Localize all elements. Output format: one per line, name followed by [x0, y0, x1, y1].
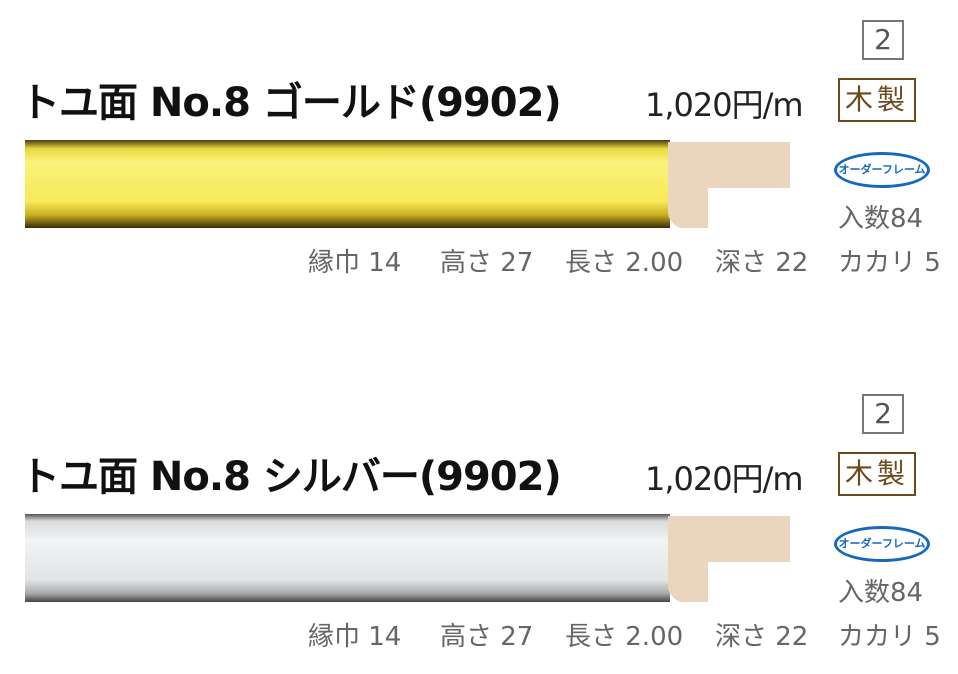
spec-width: 縁巾 14: [308, 248, 402, 278]
quantity: 入数84: [838, 578, 924, 608]
spec-depth: 深さ 22: [715, 248, 809, 278]
spec-rabbet: カカリ 5: [838, 622, 941, 652]
product-title: トユ面 No.8 シルバー(9902): [20, 454, 562, 500]
quantity: 入数84: [838, 204, 924, 234]
product-title: トユ面 No.8 ゴールド(9902): [20, 80, 562, 126]
spec-length: 長さ 2.00: [565, 248, 684, 278]
spec-rabbet: カカリ 5: [838, 248, 941, 278]
spec-height: 高さ 27: [440, 248, 534, 278]
page-number-box: 2: [862, 20, 904, 60]
spec-height: 高さ 27: [440, 622, 534, 652]
spec-depth: 深さ 22: [715, 622, 809, 652]
spec-length: 長さ 2.00: [565, 622, 684, 652]
frame-profile-cross-section: [668, 516, 790, 602]
product-price: 1,020円/m: [645, 86, 804, 124]
product-price: 1,020円/m: [645, 460, 804, 498]
order-frame-badge: オーダーフレーム: [834, 526, 930, 562]
order-frame-badge: オーダーフレーム: [834, 152, 930, 188]
spec-width: 縁巾 14: [308, 622, 402, 652]
product-gold: 2 トユ面 No.8 ゴールド(9902) 1,020円/m 木製 オーダーフレ…: [0, 0, 958, 300]
frame-moulding-image-gold: [25, 140, 670, 228]
frame-moulding-image-silver: [25, 514, 670, 602]
material-badge: 木製: [838, 78, 916, 122]
product-silver: 2 トユ面 No.8 シルバー(9902) 1,020円/m 木製 オーダーフレ…: [0, 374, 958, 674]
frame-profile-cross-section: [668, 142, 790, 228]
page-number-box: 2: [862, 394, 904, 434]
material-badge: 木製: [838, 452, 916, 496]
